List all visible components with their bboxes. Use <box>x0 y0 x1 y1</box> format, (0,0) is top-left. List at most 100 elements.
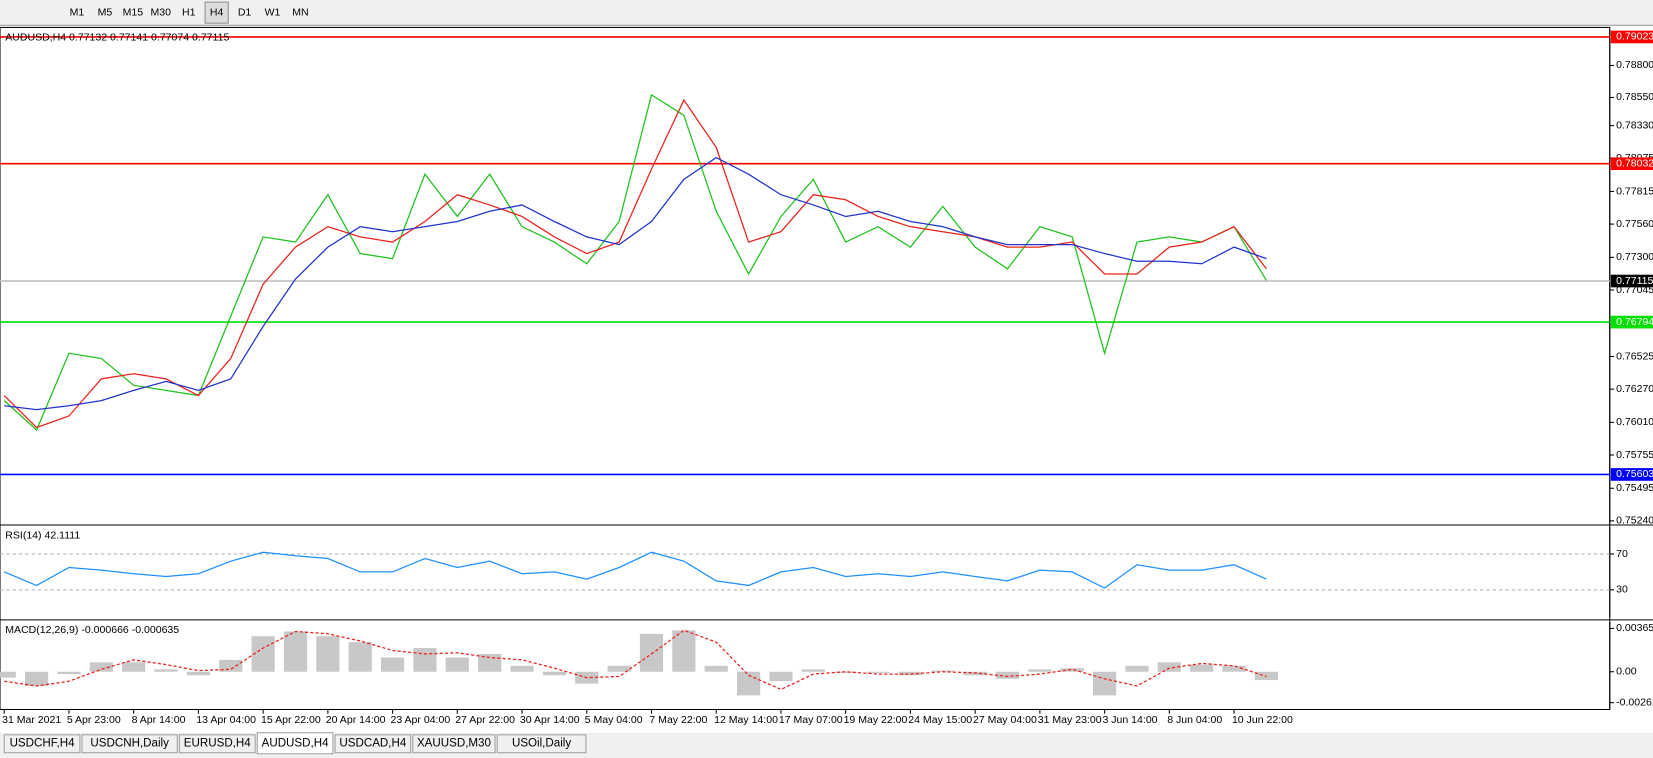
tab[interactable] <box>412 734 496 754</box>
panel-title: MACD(12,26,9) -0.000666 -0.000635 <box>5 624 179 636</box>
x-tick-label: 23 Apr 04:00 <box>390 714 450 726</box>
timeframe-button[interactable]: M30 <box>151 6 172 18</box>
y-tick-label: 0.75240 <box>1616 515 1653 527</box>
histogram-bar <box>445 657 469 672</box>
y-tick-label: 0.003658 <box>1616 622 1653 634</box>
tab[interactable] <box>334 734 412 754</box>
level-label-box <box>1610 274 1653 288</box>
histogram-bar <box>639 633 664 672</box>
x-tick-label: 7 May 22:00 <box>649 714 707 726</box>
timeframe-button[interactable]: H4 <box>210 6 224 18</box>
chart-area <box>0 26 1611 711</box>
x-tick-label: 12 May 14:00 <box>714 714 778 726</box>
x-tick-label: 19 May 22:00 <box>844 714 908 726</box>
tab-label[interactable]: USDCHF,H4 <box>10 737 76 749</box>
y-tick-label: 70 <box>1616 548 1628 560</box>
level-label: 0.76794 <box>1616 316 1653 328</box>
histogram-bar <box>1028 669 1052 672</box>
histogram-bar <box>542 671 567 676</box>
timeframe-button[interactable]: D1 <box>238 6 252 18</box>
series-line <box>4 629 1267 691</box>
level-label-box <box>1610 157 1653 171</box>
x-tick-label: 17 May 07:00 <box>779 714 843 726</box>
timeframe-button[interactable]: M5 <box>98 6 113 18</box>
histogram-bar <box>413 648 437 672</box>
y-tick-label: 0.77560 <box>1616 218 1653 230</box>
x-tick-label: 3 Jun 14:00 <box>1102 714 1157 726</box>
x-tick-label: 8 Jun 04:00 <box>1167 714 1222 726</box>
histogram-bar <box>1157 662 1181 672</box>
x-tick-label: 31 May 23:00 <box>1038 714 1102 726</box>
y-tick-label: 0.75755 <box>1616 449 1653 461</box>
tab[interactable] <box>81 734 178 754</box>
x-tick-label: 5 May 04:00 <box>585 714 643 726</box>
level-label-box <box>1610 30 1653 44</box>
tab-label[interactable]: USDCNH,Daily <box>90 737 169 749</box>
tab[interactable] <box>178 734 256 754</box>
tab-label[interactable]: EURUSD,H4 <box>184 737 251 749</box>
series-line <box>3 93 1267 432</box>
timeframe-button[interactable]: M15 <box>123 6 144 18</box>
histogram-bar <box>510 665 534 672</box>
y-tick-label: 0.78550 <box>1616 91 1653 103</box>
panel-title: RSI(14) 42.1111 <box>5 529 80 541</box>
tab-label[interactable]: XAUUSD,M30 <box>417 737 491 749</box>
y-tick-label: 0.76270 <box>1616 383 1653 395</box>
histogram-bar <box>834 671 858 673</box>
y-tick-label: 0.77300 <box>1616 251 1653 263</box>
y-tick-label: 0.75495 <box>1616 482 1653 494</box>
level-label-box <box>1610 468 1653 481</box>
level-label: 0.77115 <box>1616 275 1653 287</box>
x-tick-label: 15 Apr 22:00 <box>261 714 321 726</box>
y-tick-label: 0.76010 <box>1616 416 1653 428</box>
histogram-bar <box>348 642 372 672</box>
x-tick-label: 10 Jun 22:00 <box>1232 714 1293 726</box>
tab-label[interactable]: USOil,Daily <box>512 737 571 749</box>
panel-title: AUDUSD,H4 0.77132 0.77141 0.77074 0.7711… <box>5 32 229 44</box>
histogram-bar <box>769 671 793 682</box>
x-tick-label: 8 Apr 14:00 <box>132 714 186 726</box>
x-tick-label: 5 Apr 23:00 <box>67 714 121 726</box>
y-tick-label: -0.002613 <box>1616 696 1653 708</box>
histogram-bar <box>607 665 631 672</box>
timeframe-button[interactable]: M1 <box>70 6 85 18</box>
y-tick-label: 30 <box>1616 584 1628 596</box>
x-tick-label: 20 Apr 14:00 <box>326 714 386 726</box>
histogram-bar <box>186 671 210 676</box>
level-label: 0.78032 <box>1616 158 1653 170</box>
x-tick-label: 13 Apr 04:00 <box>196 714 256 726</box>
y-tick-label: 0.77815 <box>1616 185 1653 197</box>
histogram-bar <box>704 665 728 672</box>
level-label: 0.75603 <box>1616 468 1653 480</box>
y-tick-label: 0.78330 <box>1616 119 1653 131</box>
y-tick-label: 0.78800 <box>1616 59 1653 71</box>
histogram-bar <box>1125 665 1149 672</box>
timeframe-button[interactable]: H1 <box>182 6 196 18</box>
tab[interactable] <box>496 734 587 754</box>
histogram-bar <box>1190 664 1214 672</box>
series-line <box>3 551 1267 589</box>
x-tick-label: 27 May 04:00 <box>973 714 1037 726</box>
histogram-bar <box>0 671 16 678</box>
y-tick-label: 0.76525 <box>1616 350 1653 362</box>
x-tick-label: 24 May 15:00 <box>908 714 972 726</box>
histogram-bar <box>57 671 81 675</box>
histogram-bar <box>283 631 308 672</box>
tab[interactable] <box>3 734 81 754</box>
level-label-box <box>1610 315 1653 329</box>
x-tick-label: 27 Apr 22:00 <box>455 714 515 726</box>
histogram-bar <box>478 653 502 672</box>
histogram-bar <box>89 662 113 672</box>
histogram-bar <box>24 671 49 686</box>
tab-selected[interactable] <box>256 732 334 755</box>
histogram-bar <box>672 630 696 672</box>
histogram-bar <box>1093 671 1117 696</box>
timeframe-button[interactable]: MN <box>292 6 308 18</box>
histogram-bar <box>866 671 890 673</box>
timeframe-button[interactable]: W1 <box>265 6 281 18</box>
histogram-bar <box>219 659 243 672</box>
tab-label[interactable]: AUDUSD,H4 <box>262 737 329 749</box>
tab-label[interactable]: USDCAD,H4 <box>339 737 406 749</box>
